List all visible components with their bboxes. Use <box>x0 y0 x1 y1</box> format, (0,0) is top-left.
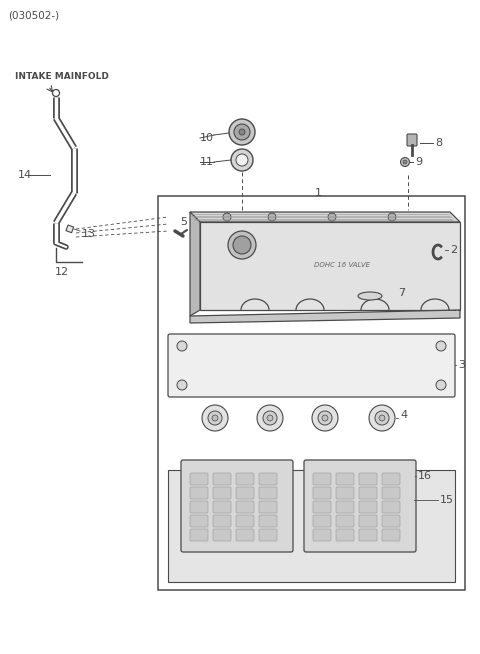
Circle shape <box>268 213 276 221</box>
Circle shape <box>436 380 446 390</box>
Circle shape <box>236 154 248 166</box>
Bar <box>66 225 73 233</box>
FancyBboxPatch shape <box>259 473 277 485</box>
Circle shape <box>403 160 407 164</box>
Text: 14: 14 <box>18 170 32 180</box>
Circle shape <box>233 236 251 254</box>
Text: 15: 15 <box>440 495 454 505</box>
FancyBboxPatch shape <box>359 515 377 527</box>
Circle shape <box>436 341 446 351</box>
FancyBboxPatch shape <box>213 515 231 527</box>
Circle shape <box>328 213 336 221</box>
Polygon shape <box>190 212 200 316</box>
Circle shape <box>257 405 283 431</box>
FancyBboxPatch shape <box>336 501 354 513</box>
Text: 16: 16 <box>418 471 432 481</box>
FancyBboxPatch shape <box>359 501 377 513</box>
FancyBboxPatch shape <box>181 460 293 552</box>
Text: 13: 13 <box>82 229 96 239</box>
Text: 9: 9 <box>415 157 422 167</box>
Circle shape <box>239 129 245 135</box>
Polygon shape <box>200 222 460 310</box>
Circle shape <box>312 405 338 431</box>
FancyBboxPatch shape <box>313 515 331 527</box>
Text: 1: 1 <box>315 188 322 198</box>
Bar <box>168 470 455 582</box>
FancyBboxPatch shape <box>259 501 277 513</box>
Text: 7: 7 <box>398 288 405 298</box>
Text: 8: 8 <box>435 138 442 148</box>
Circle shape <box>234 124 250 140</box>
FancyBboxPatch shape <box>236 487 254 499</box>
FancyBboxPatch shape <box>336 529 354 541</box>
Circle shape <box>177 380 187 390</box>
Circle shape <box>202 405 228 431</box>
FancyBboxPatch shape <box>190 529 208 541</box>
Text: 5: 5 <box>180 217 187 227</box>
Text: 2: 2 <box>450 245 457 255</box>
Bar <box>158 196 465 590</box>
FancyBboxPatch shape <box>336 473 354 485</box>
FancyBboxPatch shape <box>336 515 354 527</box>
Circle shape <box>223 213 231 221</box>
FancyBboxPatch shape <box>259 515 277 527</box>
FancyBboxPatch shape <box>236 501 254 513</box>
FancyBboxPatch shape <box>359 529 377 541</box>
FancyBboxPatch shape <box>236 529 254 541</box>
Circle shape <box>229 119 255 145</box>
Circle shape <box>231 149 253 171</box>
Ellipse shape <box>358 292 382 300</box>
Circle shape <box>318 411 332 425</box>
FancyBboxPatch shape <box>382 515 400 527</box>
Text: INTAKE MAINFOLD: INTAKE MAINFOLD <box>15 72 109 81</box>
FancyBboxPatch shape <box>407 134 417 146</box>
Text: DOHC 16 VALVE: DOHC 16 VALVE <box>314 262 370 268</box>
Text: 4: 4 <box>400 410 407 420</box>
FancyBboxPatch shape <box>382 487 400 499</box>
FancyBboxPatch shape <box>213 501 231 513</box>
Circle shape <box>375 411 389 425</box>
FancyBboxPatch shape <box>382 501 400 513</box>
FancyBboxPatch shape <box>259 529 277 541</box>
Text: (030502-): (030502-) <box>8 10 59 20</box>
FancyBboxPatch shape <box>359 473 377 485</box>
Circle shape <box>177 341 187 351</box>
FancyBboxPatch shape <box>313 529 331 541</box>
FancyBboxPatch shape <box>236 473 254 485</box>
FancyBboxPatch shape <box>304 460 416 552</box>
FancyBboxPatch shape <box>213 529 231 541</box>
Polygon shape <box>190 212 460 222</box>
Circle shape <box>263 411 277 425</box>
FancyBboxPatch shape <box>168 334 455 397</box>
Circle shape <box>379 415 385 421</box>
FancyBboxPatch shape <box>190 487 208 499</box>
Circle shape <box>388 213 396 221</box>
FancyBboxPatch shape <box>382 473 400 485</box>
Circle shape <box>208 411 222 425</box>
Circle shape <box>322 415 328 421</box>
Text: 11: 11 <box>200 157 214 167</box>
Circle shape <box>228 231 256 259</box>
Text: 10: 10 <box>200 133 214 143</box>
FancyBboxPatch shape <box>313 473 331 485</box>
Text: 3: 3 <box>458 360 465 370</box>
FancyBboxPatch shape <box>359 487 377 499</box>
FancyBboxPatch shape <box>213 473 231 485</box>
FancyBboxPatch shape <box>336 487 354 499</box>
Circle shape <box>400 158 409 167</box>
FancyBboxPatch shape <box>190 501 208 513</box>
FancyBboxPatch shape <box>190 515 208 527</box>
Polygon shape <box>190 310 460 323</box>
FancyBboxPatch shape <box>313 487 331 499</box>
FancyBboxPatch shape <box>236 515 254 527</box>
FancyBboxPatch shape <box>190 473 208 485</box>
Text: 12: 12 <box>55 267 69 277</box>
Circle shape <box>267 415 273 421</box>
Circle shape <box>212 415 218 421</box>
FancyBboxPatch shape <box>382 529 400 541</box>
FancyBboxPatch shape <box>313 501 331 513</box>
FancyBboxPatch shape <box>259 487 277 499</box>
Circle shape <box>369 405 395 431</box>
FancyBboxPatch shape <box>213 487 231 499</box>
